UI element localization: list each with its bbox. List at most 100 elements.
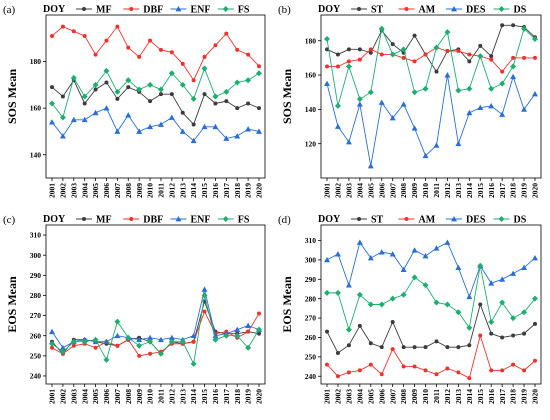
data-point bbox=[234, 326, 241, 333]
x-tick-label: 2018 bbox=[233, 389, 242, 404]
data-point bbox=[70, 74, 77, 81]
x-tick-label: 2001 bbox=[323, 183, 332, 198]
data-point bbox=[168, 114, 175, 120]
y-tick-label: 140 bbox=[305, 105, 317, 114]
panel-label: (d) bbox=[278, 214, 291, 226]
data-point bbox=[245, 126, 252, 132]
data-point bbox=[379, 52, 384, 57]
data-point bbox=[234, 332, 241, 339]
data-point bbox=[223, 88, 230, 95]
y-tick-label: 240 bbox=[30, 372, 42, 381]
data-point bbox=[82, 101, 87, 106]
x-tick-label: 2020 bbox=[255, 389, 264, 404]
data-point bbox=[114, 128, 121, 134]
series-line bbox=[51, 299, 260, 355]
data-point bbox=[257, 311, 261, 316]
data-point bbox=[467, 59, 472, 64]
data-point bbox=[257, 106, 261, 111]
x-tick-label: 2019 bbox=[244, 183, 253, 198]
data-point bbox=[245, 77, 252, 84]
x-tick-label: 2014 bbox=[465, 389, 474, 404]
x-tick-label: 2006 bbox=[377, 183, 386, 198]
data-point bbox=[423, 368, 428, 373]
x-tick-label: 2017 bbox=[222, 183, 231, 198]
data-point bbox=[137, 54, 142, 59]
data-point bbox=[213, 101, 218, 106]
legend-marker bbox=[404, 217, 409, 221]
data-point bbox=[510, 270, 517, 276]
x-tick-label: 2017 bbox=[498, 183, 507, 198]
y-axis-label: SOS Mean bbox=[280, 69, 294, 124]
legend-label: MF bbox=[96, 215, 112, 226]
data-point bbox=[499, 111, 506, 117]
data-point bbox=[103, 338, 110, 345]
y-tick-label: 280 bbox=[30, 291, 42, 300]
x-tick-label: 2002 bbox=[58, 183, 67, 198]
plot-frame bbox=[45, 224, 266, 385]
data-point bbox=[148, 38, 153, 43]
x-tick-label: 2013 bbox=[454, 389, 463, 404]
data-point bbox=[157, 350, 164, 357]
data-point bbox=[325, 64, 329, 69]
x-tick-label: 2003 bbox=[69, 183, 78, 198]
data-point bbox=[136, 336, 143, 343]
data-point bbox=[521, 25, 528, 32]
y-axis-label: EOS Mean bbox=[280, 276, 294, 333]
legend-marker bbox=[451, 216, 457, 222]
chart-panel: 120 140 160 180 2001 2002 2003 2004 2005 2006 2007… bbox=[278, 4, 542, 198]
chart-panel: 240 250 260 270 280 290 300 310 2001 2002 2003 2004… bbox=[3, 214, 266, 404]
data-point bbox=[378, 249, 385, 255]
x-tick-label: 2018 bbox=[233, 183, 242, 198]
legend-marker bbox=[404, 7, 409, 11]
x-tick-label: 2003 bbox=[69, 389, 78, 404]
data-point bbox=[202, 54, 207, 59]
data-point bbox=[148, 99, 153, 104]
data-point bbox=[223, 332, 230, 339]
data-point bbox=[510, 73, 517, 80]
data-point bbox=[345, 326, 352, 333]
data-point bbox=[390, 319, 395, 324]
data-point bbox=[346, 370, 351, 375]
y-axis-label: SOS Mean bbox=[5, 69, 19, 124]
data-point bbox=[412, 59, 417, 64]
x-tick-label: 2002 bbox=[58, 389, 67, 404]
data-point bbox=[411, 125, 418, 131]
plot-frame bbox=[45, 14, 266, 179]
x-tick-label: 2010 bbox=[146, 389, 155, 404]
data-point bbox=[114, 88, 121, 95]
data-point bbox=[168, 338, 175, 345]
data-point bbox=[445, 366, 450, 371]
data-point bbox=[533, 358, 537, 363]
series-st bbox=[325, 23, 537, 74]
data-point bbox=[412, 345, 417, 350]
x-tick-label: 2006 bbox=[102, 389, 111, 404]
data-point bbox=[444, 29, 451, 36]
x-tick-label: 2008 bbox=[124, 389, 133, 404]
data-point bbox=[434, 69, 439, 74]
data-point bbox=[467, 343, 472, 348]
legend-label: ENF bbox=[191, 215, 211, 226]
data-point bbox=[379, 372, 384, 377]
x-tick-label: 2009 bbox=[410, 389, 419, 404]
data-point bbox=[125, 334, 132, 341]
data-point bbox=[401, 55, 406, 60]
x-tick-label: 2020 bbox=[531, 389, 540, 404]
data-point bbox=[522, 55, 527, 60]
data-point bbox=[212, 93, 219, 100]
data-point bbox=[324, 256, 330, 263]
data-point bbox=[147, 81, 154, 88]
x-tick-label: 2014 bbox=[189, 183, 198, 198]
data-point bbox=[103, 356, 110, 363]
data-point bbox=[245, 322, 252, 329]
data-point bbox=[433, 245, 440, 251]
data-point bbox=[180, 110, 185, 115]
data-point bbox=[147, 338, 154, 345]
y-tick-label: 300 bbox=[30, 251, 42, 260]
data-point bbox=[357, 57, 362, 62]
x-tick-label: 2016 bbox=[211, 389, 220, 404]
series-line bbox=[326, 27, 536, 107]
series-mf bbox=[50, 78, 261, 127]
data-point bbox=[499, 80, 506, 87]
series-st bbox=[325, 302, 537, 355]
data-point bbox=[257, 331, 261, 336]
